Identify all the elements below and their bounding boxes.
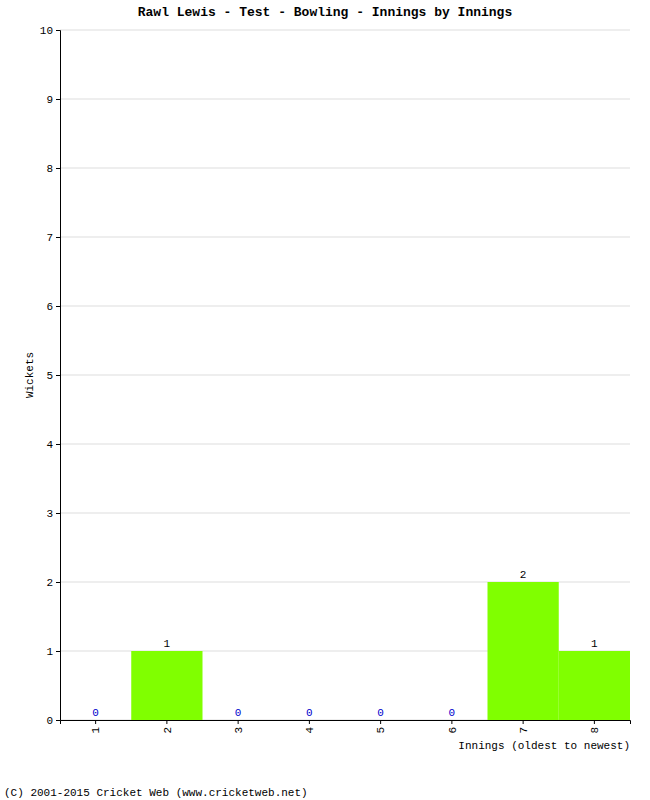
grid-line [60, 168, 630, 169]
bar [345, 720, 416, 721]
y-tick: 10 [40, 25, 60, 37]
y-tick-label: 8 [46, 163, 53, 175]
y-tick-mark [56, 306, 60, 307]
x-tick-label: 7 [518, 727, 530, 734]
grid-line [60, 30, 630, 31]
y-tick: 7 [46, 232, 60, 244]
x-tick-label: 3 [233, 727, 245, 734]
data-label: 0 [377, 707, 384, 719]
grid-line [60, 99, 630, 100]
x-axis: 1 2 3 4 5 6 7 8 [61, 720, 631, 734]
data-label: 0 [92, 707, 99, 719]
x-tick: 4 [304, 720, 316, 734]
y-tick-label: 6 [46, 301, 53, 313]
x-tick-label: 4 [304, 727, 316, 734]
y-tick-mark [56, 582, 60, 583]
grid-line [60, 306, 630, 307]
y-tick-label: 3 [46, 508, 53, 520]
annotation: (C) 2001-2015 Cricket Web (www.cricketwe… [4, 787, 308, 799]
y-tick-label: 0 [46, 715, 53, 727]
x-tick-label: 6 [447, 727, 459, 734]
y-tick-mark [56, 30, 60, 31]
y-tick: 3 [46, 508, 60, 520]
x-tick: 3 [233, 720, 245, 734]
title: Rawl Lewis - Test - Bowling - Innings by… [138, 5, 513, 20]
x-tick: 2 [162, 720, 174, 734]
y-axis-line [56, 31, 61, 721]
x-tick: 8 [589, 720, 601, 734]
y-tick-mark [56, 651, 60, 652]
grid-line [60, 513, 630, 514]
grid-line [60, 237, 630, 238]
data-label: 1 [164, 638, 171, 650]
y-tick: 0 [46, 715, 60, 727]
x-tick: 1 [90, 720, 102, 734]
x-tick: 7 [518, 720, 530, 734]
y-tick-label: 9 [46, 94, 53, 106]
data-label: 2 [520, 569, 527, 581]
y-tick: 4 [46, 439, 60, 451]
grid-line [60, 375, 630, 376]
x-tick-mark [523, 720, 524, 724]
x-tick-label: 5 [375, 727, 387, 734]
bar [559, 651, 630, 720]
background [0, 0, 650, 800]
x-tick-label: 2 [162, 727, 174, 734]
x-tick-mark [451, 720, 452, 724]
grid-line [60, 444, 630, 445]
x-axis-line [61, 721, 631, 725]
chart: 0123456789101234567801000021Rawl Lewis -… [0, 0, 650, 800]
y-tick-label: 7 [46, 232, 53, 244]
x-tick-mark [380, 720, 381, 724]
y-tick-mark [56, 513, 60, 514]
y-tick: 1 [46, 646, 60, 658]
y-tick-mark [56, 375, 60, 376]
bars [131, 582, 630, 720]
y-tick: 6 [46, 301, 60, 313]
grid [60, 30, 630, 720]
data-labels: 0 1 0 0 0 0 2 1 [92, 569, 598, 719]
bar [131, 651, 202, 720]
y-tick: 2 [46, 577, 60, 589]
y-tick-label: 2 [46, 577, 53, 589]
data-label: 0 [449, 707, 456, 719]
x-tick: 5 [375, 720, 387, 734]
y-tick: 8 [46, 163, 60, 175]
x-tick: 6 [447, 720, 459, 734]
y-tick-mark [56, 168, 60, 169]
y-tick-mark [56, 720, 60, 721]
y-tick-mark [56, 99, 60, 100]
data-label: 1 [591, 638, 598, 650]
y-axis-title: Wickets [24, 352, 36, 398]
y-axis: 0 1 2 3 4 5 6 7 8 9 10 [40, 25, 61, 727]
x-tick-mark [309, 720, 310, 724]
x-tick-mark [594, 720, 595, 724]
bar [203, 720, 274, 721]
x-tick-label: 8 [589, 727, 601, 734]
y-tick-label: 4 [46, 439, 53, 451]
y-tick-label: 10 [40, 25, 53, 37]
bar [60, 720, 131, 721]
bar [488, 582, 559, 720]
y-tick-mark [56, 237, 60, 238]
x-tick-mark [238, 720, 239, 724]
x-axis-title: Innings (oldest to newest) [458, 740, 630, 752]
x-tick-label: 1 [90, 727, 102, 734]
data-label: 0 [235, 707, 242, 719]
data-label: 0 [306, 707, 313, 719]
y-tick: 9 [46, 94, 60, 106]
bar [274, 720, 345, 721]
y-tick-label: 1 [46, 646, 53, 658]
x-tick-mark [95, 720, 96, 724]
y-tick-label: 5 [46, 370, 53, 382]
y-tick: 5 [46, 370, 60, 382]
bar [416, 720, 487, 721]
x-tick-mark [166, 720, 167, 724]
y-tick-mark [56, 444, 60, 445]
